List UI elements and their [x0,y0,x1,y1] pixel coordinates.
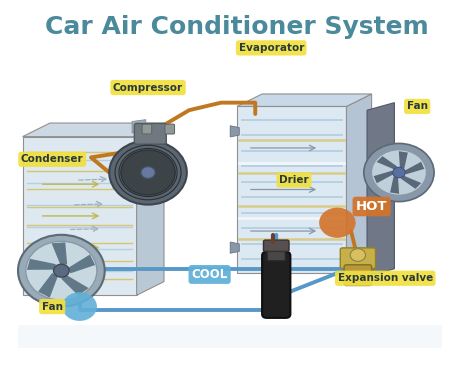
FancyBboxPatch shape [340,248,375,269]
Polygon shape [27,259,56,270]
FancyBboxPatch shape [267,246,285,261]
Text: Condenser: Condenser [21,154,83,164]
Polygon shape [237,94,372,106]
Polygon shape [367,103,394,276]
FancyBboxPatch shape [262,252,291,318]
FancyBboxPatch shape [344,265,372,285]
Circle shape [372,150,426,195]
Text: Compressor: Compressor [113,83,183,92]
Polygon shape [68,255,95,273]
Polygon shape [52,242,67,265]
Polygon shape [230,126,239,137]
FancyBboxPatch shape [142,124,152,134]
Polygon shape [23,123,164,137]
Circle shape [62,292,97,321]
Circle shape [350,249,365,262]
Circle shape [121,150,175,195]
Polygon shape [38,273,58,298]
Polygon shape [377,156,397,169]
Text: Drier: Drier [279,175,309,185]
Circle shape [18,235,105,307]
Circle shape [319,208,356,238]
FancyBboxPatch shape [264,240,289,251]
Polygon shape [18,326,442,348]
Polygon shape [346,94,372,273]
Text: COOL: COOL [191,268,228,281]
Polygon shape [23,137,137,295]
Text: Expansion valve: Expansion valve [337,273,433,283]
Polygon shape [390,177,399,194]
FancyBboxPatch shape [165,124,174,134]
Polygon shape [374,171,393,183]
Circle shape [109,140,187,205]
Polygon shape [399,151,408,168]
Polygon shape [404,162,424,174]
Polygon shape [237,106,346,273]
Circle shape [364,143,434,202]
Polygon shape [61,275,89,296]
FancyBboxPatch shape [134,124,166,144]
Circle shape [141,167,155,178]
Text: Car Air Conditioner System: Car Air Conditioner System [45,15,429,39]
Text: Evaporator: Evaporator [238,43,304,53]
Text: Fan: Fan [42,302,63,312]
Circle shape [54,264,69,277]
Circle shape [26,241,97,300]
Text: Fan: Fan [407,102,428,111]
Polygon shape [230,242,239,253]
Polygon shape [401,175,421,189]
Polygon shape [132,120,146,133]
Text: HOT: HOT [356,200,387,213]
Circle shape [392,167,405,178]
Polygon shape [137,123,164,295]
